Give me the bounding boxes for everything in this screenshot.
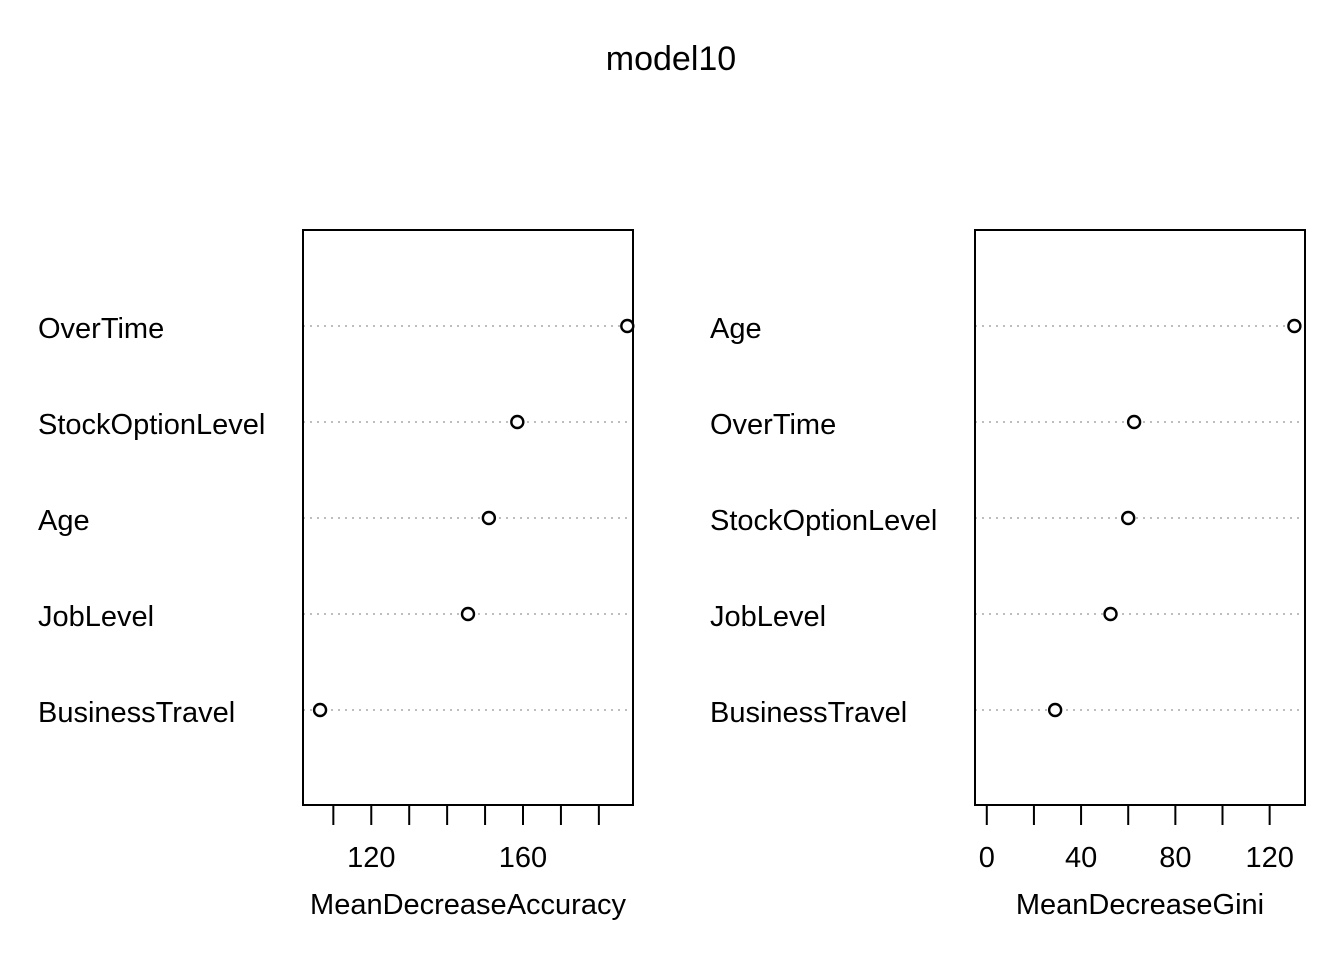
category-label: JobLevel — [38, 601, 154, 633]
x-tick-label: 80 — [1159, 842, 1191, 874]
x-axis-title: MeanDecreaseAccuracy — [310, 889, 626, 921]
data-point-3 — [1103, 606, 1118, 622]
data-point-4 — [312, 702, 328, 718]
category-label: BusinessTravel — [38, 697, 235, 729]
data-point-2 — [1121, 510, 1136, 526]
panel-mean-decrease-accuracy: OverTime StockOptionLevel Age JobLevel Busin… — [38, 229, 635, 921]
category-label: StockOptionLevel — [38, 409, 265, 441]
data-point-3 — [460, 606, 476, 622]
figure-title: model10 — [606, 40, 736, 78]
data-point-1 — [1126, 414, 1142, 430]
data-point-4 — [1047, 702, 1063, 718]
category-label: Age — [38, 505, 90, 537]
category-label: BusinessTravel — [710, 697, 907, 729]
x-tick-label: 40 — [1065, 842, 1097, 874]
category-label: Age — [710, 313, 762, 345]
category-label: OverTime — [38, 313, 164, 345]
category-label: JobLevel — [710, 601, 826, 633]
data-point-2 — [481, 510, 497, 526]
panel-mean-decrease-gini: Age OverTime StockOptionLevel JobLevel Busin… — [710, 229, 1306, 921]
data-point-0 — [1287, 318, 1302, 334]
x-tick-label: 120 — [347, 842, 395, 874]
x-tick-label: 160 — [499, 842, 547, 874]
x-tick-label: 0 — [979, 842, 995, 874]
data-point-1 — [510, 414, 525, 430]
data-point-0 — [620, 318, 635, 334]
category-label: StockOptionLevel — [710, 505, 937, 537]
x-axis-title: MeanDecreaseGini — [1016, 889, 1264, 921]
category-label: OverTime — [710, 409, 836, 441]
x-tick-label: 120 — [1245, 842, 1293, 874]
